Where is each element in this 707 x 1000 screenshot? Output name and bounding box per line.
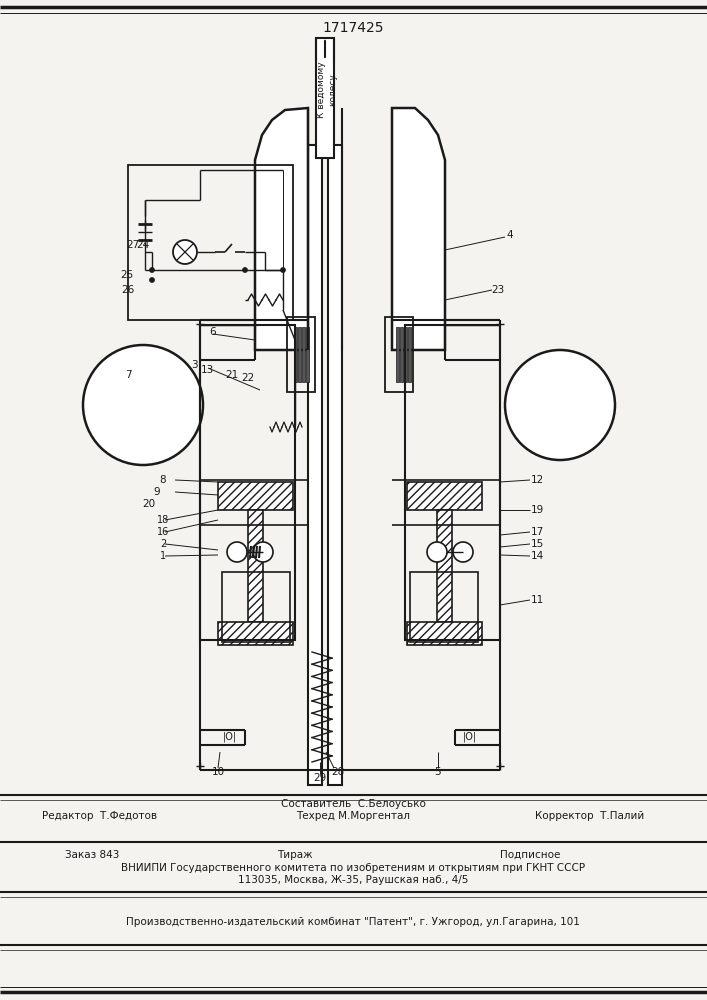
Text: 20: 20 bbox=[142, 499, 156, 509]
Text: 9: 9 bbox=[153, 487, 160, 497]
Bar bbox=[385, 317, 413, 392]
Text: 24: 24 bbox=[136, 240, 150, 250]
Text: К ведомому
колесу: К ведомому колесу bbox=[317, 62, 337, 118]
Polygon shape bbox=[255, 108, 308, 350]
Circle shape bbox=[149, 277, 155, 282]
Text: 2: 2 bbox=[160, 539, 166, 549]
Text: 1: 1 bbox=[160, 551, 166, 561]
Text: 10: 10 bbox=[211, 767, 225, 777]
Bar bbox=[248, 510, 263, 622]
Text: ВНИИПИ Государственного комитета по изобретениям и открытиям при ГКНТ СССР: ВНИИПИ Государственного комитета по изоб… bbox=[121, 863, 585, 873]
Text: Редактор  Т.Федотов: Редактор Т.Федотов bbox=[42, 811, 158, 821]
Bar bbox=[200, 325, 295, 640]
Circle shape bbox=[505, 350, 615, 460]
Bar bbox=[407, 622, 482, 645]
Circle shape bbox=[243, 267, 247, 272]
Circle shape bbox=[83, 345, 203, 465]
Circle shape bbox=[227, 542, 247, 562]
Bar bbox=[222, 572, 290, 642]
Text: 25: 25 bbox=[120, 270, 134, 280]
Circle shape bbox=[173, 240, 197, 264]
Bar bbox=[437, 510, 452, 622]
Text: 21: 21 bbox=[226, 370, 239, 380]
Text: 113035, Москва, Ж-35, Раушская наб., 4/5: 113035, Москва, Ж-35, Раушская наб., 4/5 bbox=[238, 875, 468, 885]
Text: 15: 15 bbox=[530, 539, 544, 549]
Bar bbox=[294, 327, 297, 382]
Bar bbox=[306, 327, 309, 382]
Bar bbox=[287, 317, 315, 392]
Bar bbox=[308, 145, 322, 785]
Text: Тираж: Тираж bbox=[277, 850, 312, 860]
Bar bbox=[405, 325, 500, 640]
Text: 1717425: 1717425 bbox=[322, 21, 384, 35]
Text: 27: 27 bbox=[127, 240, 139, 250]
Text: 6: 6 bbox=[210, 327, 216, 337]
Text: 8: 8 bbox=[160, 475, 166, 485]
Text: Корректор  Т.Палий: Корректор Т.Палий bbox=[535, 811, 645, 821]
Circle shape bbox=[427, 542, 447, 562]
Text: 28: 28 bbox=[332, 767, 344, 777]
Text: |O|: |O| bbox=[463, 732, 477, 742]
Bar bbox=[302, 327, 305, 382]
Text: 16: 16 bbox=[157, 527, 169, 537]
Bar bbox=[298, 327, 301, 382]
Text: 22: 22 bbox=[241, 373, 255, 383]
Text: 29: 29 bbox=[313, 773, 327, 783]
Text: |O|: |O| bbox=[223, 732, 237, 742]
Text: 14: 14 bbox=[530, 551, 544, 561]
Bar bbox=[128, 165, 293, 320]
Text: Производственно-издательский комбинат "Патент", г. Ужгород, ул.Гагарина, 101: Производственно-издательский комбинат "П… bbox=[126, 917, 580, 927]
Bar bbox=[396, 327, 399, 382]
Text: 12: 12 bbox=[530, 475, 544, 485]
Polygon shape bbox=[392, 108, 445, 350]
Text: 19: 19 bbox=[530, 505, 544, 515]
Text: 26: 26 bbox=[122, 285, 134, 295]
Text: 11: 11 bbox=[530, 595, 544, 605]
Bar bbox=[218, 482, 293, 510]
Text: Заказ 843: Заказ 843 bbox=[65, 850, 119, 860]
Bar bbox=[328, 145, 342, 785]
Bar bbox=[400, 327, 403, 382]
Text: Техред М.Моргентал: Техред М.Моргентал bbox=[296, 811, 410, 821]
Text: 7: 7 bbox=[124, 370, 132, 380]
Bar bbox=[407, 482, 482, 510]
Bar bbox=[410, 572, 478, 642]
Text: 13: 13 bbox=[200, 365, 214, 375]
Text: Подписное: Подписное bbox=[500, 850, 560, 860]
Circle shape bbox=[149, 267, 155, 272]
Text: 23: 23 bbox=[491, 285, 505, 295]
Bar bbox=[218, 622, 293, 645]
Text: 3: 3 bbox=[191, 360, 197, 370]
Text: 18: 18 bbox=[157, 515, 169, 525]
Bar bbox=[316, 38, 334, 158]
Bar bbox=[404, 327, 407, 382]
Circle shape bbox=[453, 542, 473, 562]
Text: 5: 5 bbox=[435, 767, 441, 777]
Text: 17: 17 bbox=[530, 527, 544, 537]
Bar bbox=[408, 327, 411, 382]
Circle shape bbox=[253, 542, 273, 562]
Text: Составитель  С.Белоусько: Составитель С.Белоусько bbox=[281, 799, 426, 809]
Text: 4: 4 bbox=[507, 230, 513, 240]
Circle shape bbox=[281, 267, 286, 272]
